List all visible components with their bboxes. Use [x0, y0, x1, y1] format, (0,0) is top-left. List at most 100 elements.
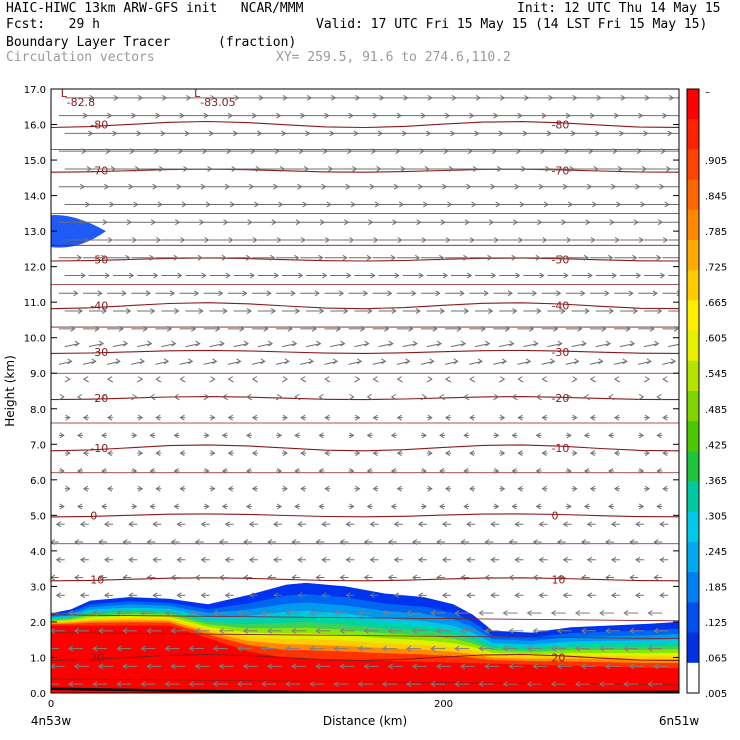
wind-vector-head — [464, 219, 470, 226]
wind-vector-head — [526, 610, 532, 616]
wind-vector-head — [122, 663, 128, 670]
wind-vector-head — [363, 574, 369, 581]
wind-vector-head — [318, 468, 324, 474]
wind-vector-head — [300, 237, 307, 243]
wind-vector-head — [599, 610, 605, 616]
wind-vector-head — [430, 681, 436, 688]
wind-vector-head — [536, 308, 542, 314]
wind-vector-head — [499, 414, 506, 421]
wind-vector-head — [372, 376, 378, 383]
wind-vector-head — [550, 358, 556, 365]
wind-vector-head — [396, 376, 402, 383]
wind-vector-head — [368, 219, 374, 226]
wind-vector-head — [218, 539, 225, 545]
wind-vector-head — [445, 414, 451, 421]
wind-vector-head — [387, 290, 393, 297]
wind-vector-head — [126, 219, 132, 226]
wind-vector-head — [349, 393, 355, 400]
wind-vector-head — [176, 592, 182, 599]
wind-vector-head — [82, 414, 89, 421]
wind-vector-head — [51, 627, 56, 634]
wind-vector-head — [478, 645, 484, 652]
wind-vector-head — [514, 556, 520, 563]
wind-vector-head — [282, 414, 288, 421]
wind-vector-head — [405, 358, 411, 365]
colorbar-label: .905 — [705, 156, 727, 167]
wind-vector-head — [128, 521, 134, 528]
wind-vector-head — [222, 308, 228, 314]
wind-vector-head — [149, 503, 155, 510]
wind-vector-head — [270, 254, 276, 261]
wind-vector-head — [150, 219, 157, 226]
isotherm-line — [51, 168, 679, 173]
wind-vector-head — [180, 237, 186, 243]
y-tick-label: 10.0 — [24, 334, 46, 345]
wind-vector-head — [605, 574, 611, 581]
wind-vector-head — [355, 376, 361, 383]
wind-vector-head — [146, 627, 152, 634]
wind-vector-head — [355, 450, 361, 457]
wind-vector-head — [391, 308, 397, 314]
wind-vector-head — [251, 450, 258, 457]
wind-vector-head — [297, 521, 303, 528]
wind-vector-head — [357, 645, 363, 652]
wind-vector-head — [494, 393, 500, 400]
wind-vector — [179, 360, 193, 365]
wind-vector-head — [77, 308, 83, 314]
wind-vector-head — [487, 254, 493, 261]
wind-vector-head — [647, 681, 653, 688]
wind-vector-head — [629, 539, 635, 545]
wind-vector-head — [412, 340, 418, 347]
wind-vector-head — [285, 610, 291, 616]
wind-vector-head — [638, 432, 645, 439]
wind-vector-head — [363, 627, 369, 634]
wind-vector-head — [501, 358, 508, 365]
wind-vector-head — [418, 272, 424, 279]
isotherm-label: 20 — [551, 651, 565, 664]
wind-vector-head — [629, 627, 635, 634]
wind-vector-head — [411, 290, 417, 297]
wind-vector-head — [92, 645, 98, 652]
wind-vector — [613, 360, 627, 365]
wind-vector-head — [335, 325, 342, 332]
wind-vector-head — [98, 663, 104, 670]
wind-vector-head — [73, 627, 80, 634]
isotherm-label: 0 — [551, 509, 558, 522]
wind-vector-head — [577, 325, 583, 332]
wind-vector-head — [248, 592, 255, 599]
wind-vector-head — [366, 503, 372, 510]
wind-vector-head — [537, 219, 543, 226]
wind-vector-head — [629, 574, 635, 581]
xy-range: XY= 259.5, 91.6 to 274.6,110.2 — [276, 50, 511, 65]
y-tick-label: 3.0 — [30, 582, 46, 593]
wind-vector-head — [653, 627, 659, 634]
wind-vector-head — [623, 645, 629, 652]
wind-vector-head — [59, 393, 65, 400]
wind-vector-head — [659, 592, 665, 599]
wind-vector-head — [512, 308, 518, 314]
wind-vector-head — [416, 219, 422, 226]
wind-vector-head — [122, 627, 128, 634]
wind-vector-head — [670, 358, 677, 365]
wind-vector-head — [104, 521, 110, 528]
wind-vector-head — [610, 521, 617, 528]
wind-vector-head — [662, 376, 668, 383]
colorbar-swatch — [687, 421, 699, 452]
wind-vector — [499, 343, 514, 348]
wind-vector-head — [65, 485, 71, 492]
wind-vector-head — [411, 574, 418, 581]
wind-vector-head — [76, 254, 83, 261]
wind-vector-head — [405, 681, 412, 688]
wind-vector-head — [164, 645, 170, 652]
wind-vector-head — [454, 610, 460, 616]
wind-vector-head — [227, 414, 233, 421]
wind-vector-head — [282, 376, 288, 383]
wind-vector-head — [332, 358, 339, 365]
wind-vector-head — [273, 521, 279, 528]
wind-vector-head — [309, 681, 315, 688]
wind-vector-head — [662, 485, 668, 492]
isotherm-label: -40 — [551, 300, 569, 313]
isotherm-line — [51, 396, 679, 401]
plot-clip-group: -80 -80-70 -70-50 -50-40 -40-30 -30-20 -20-10-… — [51, 89, 679, 693]
wind-vector-head — [218, 663, 224, 670]
